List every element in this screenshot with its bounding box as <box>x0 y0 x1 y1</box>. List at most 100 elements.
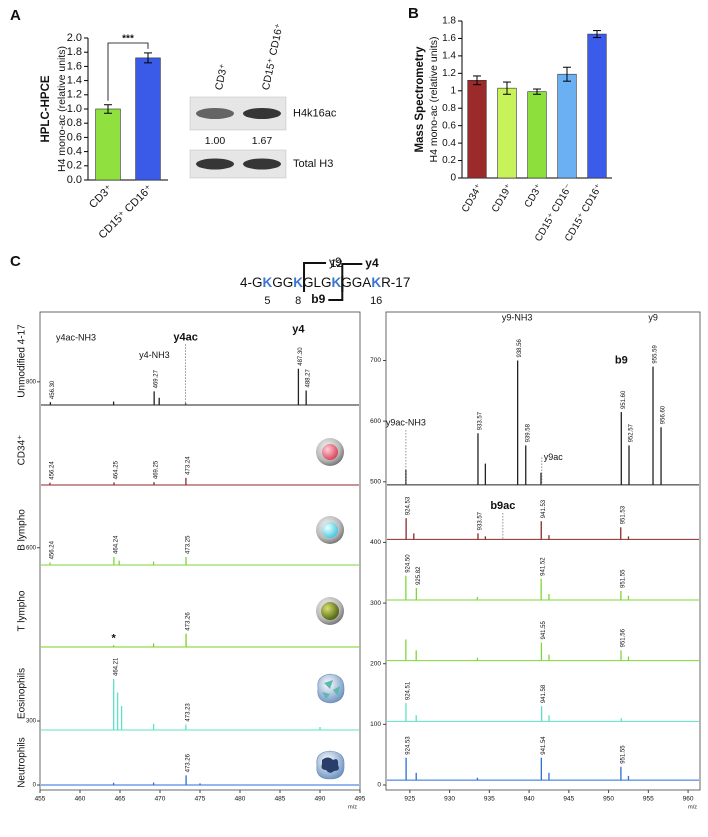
y-tick-label: 2.0 <box>67 32 82 44</box>
y-tick-label: 200 <box>370 660 381 667</box>
peak-label: 941.53 <box>541 499 547 518</box>
trace-name: Unmodified 4-17 <box>17 324 28 398</box>
peak-label: 951.55 <box>620 745 626 764</box>
trace-name: B lympho <box>17 509 28 551</box>
y-axis-title: HPLC-HPCE <box>40 75 52 142</box>
annotation: y4-NH3 <box>139 350 170 360</box>
trace-name: CD34⁺ <box>17 435 28 466</box>
y-tick-label: 800 <box>26 379 37 385</box>
significance-label: *** <box>122 34 134 45</box>
y-tick-label: 1.2 <box>67 89 82 101</box>
x-tick-label: 470 <box>155 796 166 803</box>
y-tick-label: 1.6 <box>67 60 82 72</box>
y-tick-label: 0.6 <box>67 131 82 143</box>
peak-label: 956.60 <box>661 405 667 424</box>
peak-label: 469.27 <box>154 369 160 388</box>
peak-label: 933.57 <box>478 411 484 430</box>
y-tick-label: 0 <box>33 783 37 789</box>
annotation: y9-NH3 <box>502 312 533 322</box>
y-tick-label: 1 <box>450 85 456 96</box>
residue: GG <box>272 275 293 290</box>
peak-label: 933.57 <box>478 511 484 530</box>
peak-label: 464.21 <box>113 657 119 676</box>
y-tick-label: 300 <box>26 719 37 725</box>
trace-name: Eosinophils <box>17 668 28 719</box>
x-tick-label: 480 <box>235 796 246 803</box>
y-tick-label: 1.8 <box>67 46 82 58</box>
plot-frame <box>385 311 701 791</box>
peak-label: 464.25 <box>114 460 120 479</box>
blot-quantity: 1.00 <box>205 135 226 147</box>
cell-icon <box>317 673 345 704</box>
residue: K <box>332 275 342 290</box>
blot-row-label: Total H3 <box>293 158 333 170</box>
peptide-sequence: 4-GKGGKGLGKGGAKR-17 <box>240 275 410 290</box>
annotation: y4ac <box>173 331 197 343</box>
fragment-label: y4 <box>365 256 379 270</box>
plot-frame <box>39 311 361 791</box>
peak-label: 941.54 <box>541 736 547 755</box>
annotation: b9 <box>615 354 628 366</box>
peak-label: 473.24 <box>185 456 191 475</box>
residue: R-17 <box>381 275 410 290</box>
x-tick-label: 495 <box>355 796 366 803</box>
y-tick-label: 1.8 <box>442 16 456 27</box>
peak-label: 951.56 <box>621 628 627 647</box>
x-tick-label: 490 <box>315 796 326 803</box>
x-tick-label: 945 <box>563 796 574 803</box>
bar <box>497 87 517 179</box>
x-axis-label: m/z <box>348 804 357 810</box>
y-tick-label: 0.8 <box>442 103 456 114</box>
panel-letter: C <box>10 253 21 270</box>
peak-label: 939.58 <box>525 423 531 442</box>
residue: 4-G <box>240 275 263 290</box>
peak-label: 955.59 <box>653 345 659 364</box>
y-tick-label: 0.4 <box>442 138 456 149</box>
x-tick-label: CD34⁺ <box>460 182 485 214</box>
cell-icon <box>316 597 344 625</box>
x-tick-label: 455 <box>35 796 46 803</box>
fragment-bracket <box>328 276 344 301</box>
y-tick-label: 0.6 <box>442 120 456 131</box>
fragment-label: y9 <box>329 255 342 269</box>
peak-label: 951.53 <box>620 505 626 524</box>
x-axis-label: m/z <box>688 804 697 810</box>
cell-icons <box>316 438 345 780</box>
annotation: y4ac-NH3 <box>56 333 96 343</box>
bar <box>527 91 547 179</box>
peak-label: 473.26 <box>186 753 192 772</box>
y-tick-label: 0.4 <box>67 146 82 158</box>
bar <box>467 80 487 179</box>
bar <box>587 33 607 179</box>
peak-label: 941.52 <box>541 557 547 576</box>
residue: GGA <box>341 275 371 290</box>
y-tick-label: 1.4 <box>67 75 82 87</box>
x-tick-label: 465 <box>115 796 126 803</box>
y-tick-label: 600 <box>26 545 37 551</box>
trace-name: Neutrophils <box>17 737 28 788</box>
peak-label: 488.27 <box>306 368 312 387</box>
x-tick-label: 960 <box>683 796 694 803</box>
peak-label: 941.58 <box>541 684 547 703</box>
y-axis-label: H4 mono-ac (relative units) <box>428 36 440 162</box>
x-tick-label: 950 <box>603 796 614 803</box>
residue: K <box>293 275 303 290</box>
y-tick-label: 500 <box>370 479 381 486</box>
peak-label: 456.24 <box>49 540 55 559</box>
blot-band <box>196 158 234 170</box>
annotation: * <box>112 632 117 644</box>
annotation: y9ac <box>544 452 564 462</box>
x-tick-label: 930 <box>444 796 455 803</box>
x-tick-label: 940 <box>524 796 535 803</box>
peak-label: 487.30 <box>298 347 304 366</box>
site-number: 16 <box>370 295 382 307</box>
blot-column-label: CD15⁺ CD16⁺ <box>260 22 286 91</box>
x-tick-label: 460 <box>75 796 86 803</box>
panel-letter: A <box>10 7 21 24</box>
y-tick-label: 400 <box>370 539 381 546</box>
peak-label: 924.53 <box>406 736 412 755</box>
cell-icon <box>316 516 344 544</box>
annotation: y4 <box>292 324 305 336</box>
y-tick-label: 1.6 <box>442 33 456 44</box>
